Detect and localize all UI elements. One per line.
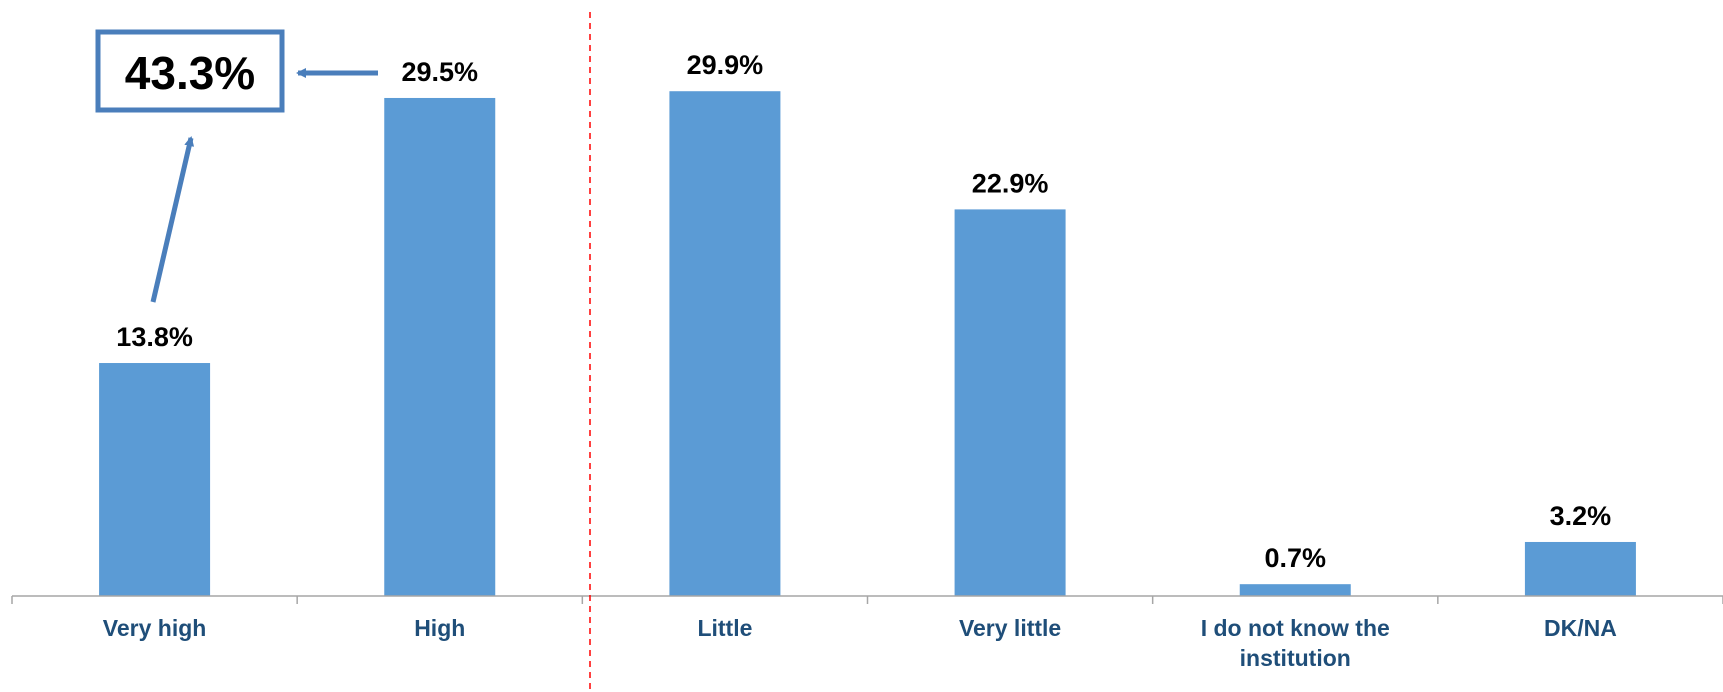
data-label: 29.9% <box>687 50 764 80</box>
category-label: Very little <box>959 615 1061 641</box>
data-label: 29.5% <box>401 57 478 87</box>
bar <box>1239 584 1351 596</box>
data-label: 3.2% <box>1550 501 1612 531</box>
callout-box <box>95 29 285 113</box>
bar <box>1524 541 1636 596</box>
bar <box>954 209 1066 597</box>
callout: 43.3% <box>95 29 378 303</box>
category-label: I do not know the institution <box>1201 615 1390 671</box>
callout-value: 43.3% <box>125 47 255 99</box>
category-label: Very high <box>103 615 207 641</box>
x-axis-ticks <box>11 596 1723 604</box>
bar <box>669 91 781 596</box>
category-label: DK/NA <box>1544 615 1617 641</box>
data-label: 0.7% <box>1264 543 1326 573</box>
category-label: Little <box>697 615 752 641</box>
bar <box>99 363 211 596</box>
callout-arrow-diagonal <box>150 136 195 303</box>
bar <box>384 97 496 597</box>
data-label: 22.9% <box>972 168 1049 198</box>
category-label: High <box>414 615 465 641</box>
data-label: 13.8% <box>116 322 193 352</box>
bars <box>99 91 1636 597</box>
category-labels: Very high High Little Very little I do not k… <box>103 615 1617 671</box>
value-labels: 13.8% 29.5% 29.9% 22.9% 0.7% 3.2% <box>116 50 1611 573</box>
